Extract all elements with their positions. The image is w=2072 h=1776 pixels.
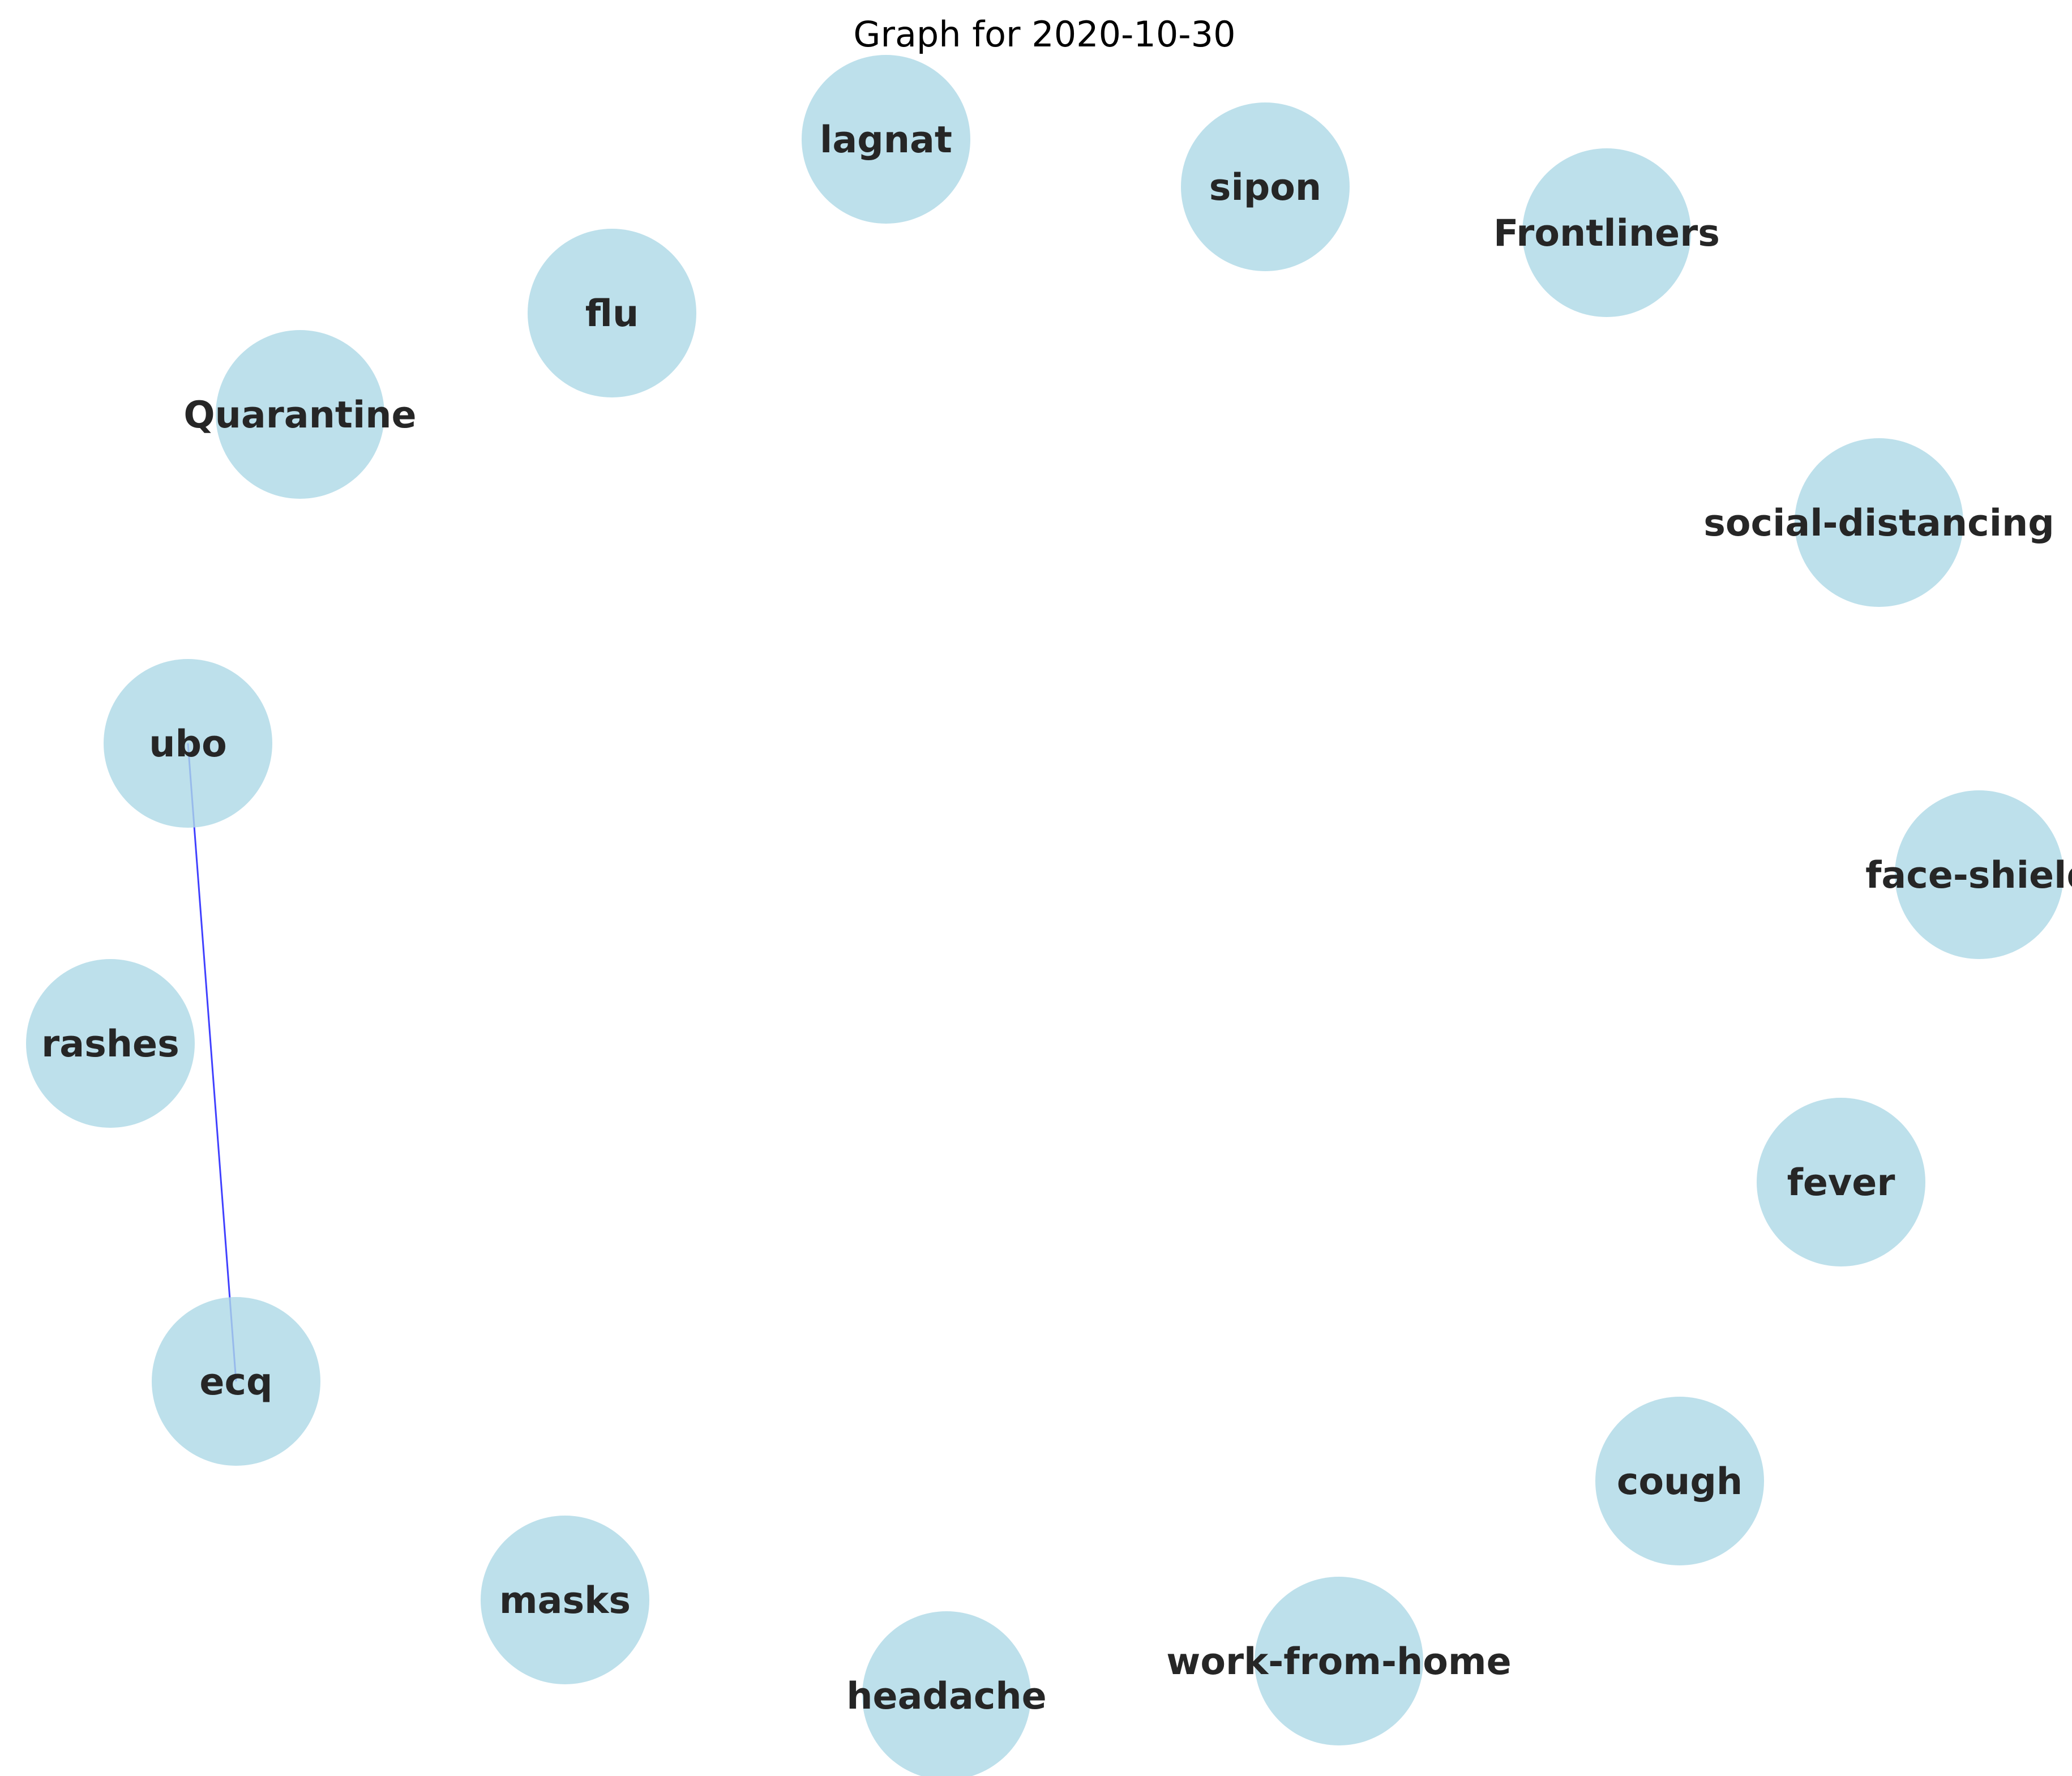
node-circle-masks xyxy=(481,1516,649,1684)
node-circle-work-from-home xyxy=(1255,1577,1423,1745)
node-social-distancing: social-distancing xyxy=(1703,438,2054,607)
node-label-Frontliners: Frontliners xyxy=(1493,212,1720,255)
node-circle-Quarantine xyxy=(216,330,384,499)
node-label-rashes: rashes xyxy=(41,1023,179,1065)
node-label-ubo: ubo xyxy=(149,723,226,765)
node-fever: fever xyxy=(1757,1098,1925,1266)
node-headache: headache xyxy=(846,1611,1047,1776)
node-circle-ubo xyxy=(104,659,272,828)
node-circle-fever xyxy=(1757,1098,1925,1266)
edges-layer xyxy=(187,743,237,1382)
node-face-shield: face-shield xyxy=(1865,790,2072,959)
node-label-work-from-home: work-from-home xyxy=(1166,1641,1511,1683)
node-label-masks: masks xyxy=(499,1580,631,1622)
node-sipon: sipon xyxy=(1181,102,1350,271)
node-circle-face-shield xyxy=(1895,790,2064,959)
node-rashes: rashes xyxy=(26,959,195,1128)
node-flu: flu xyxy=(528,229,696,397)
node-label-lagnat: lagnat xyxy=(820,119,952,161)
node-label-headache: headache xyxy=(846,1675,1047,1718)
node-circle-Frontliners xyxy=(1522,148,1691,317)
node-ubo: ubo xyxy=(104,659,272,828)
edge-ubo-ecq xyxy=(187,743,237,1382)
node-label-social-distancing: social-distancing xyxy=(1703,502,2054,545)
node-Quarantine: Quarantine xyxy=(183,330,417,499)
graph-title: Graph for 2020-10-30 xyxy=(853,14,1235,55)
node-work-from-home: work-from-home xyxy=(1166,1577,1512,1745)
node-circle-flu xyxy=(528,229,696,397)
node-cough: cough xyxy=(1595,1397,1764,1565)
node-circle-cough xyxy=(1595,1397,1764,1565)
node-ecq: ecq xyxy=(152,1297,320,1466)
node-circle-sipon xyxy=(1181,102,1350,271)
node-label-fever: fever xyxy=(1787,1162,1895,1204)
node-label-face-shield: face-shield xyxy=(1865,854,2072,897)
node-lagnat: lagnat xyxy=(802,55,970,224)
node-Frontliners: Frontliners xyxy=(1493,148,1720,317)
node-circle-lagnat xyxy=(802,55,970,224)
node-label-cough: cough xyxy=(1617,1461,1743,1503)
node-circle-ecq xyxy=(152,1297,320,1466)
nodes-layer: lagnat sipon Frontliners flu Quarantine socia… xyxy=(26,55,2072,1776)
node-label-ecq: ecq xyxy=(199,1361,272,1403)
node-label-flu: flu xyxy=(585,293,639,335)
node-label-Quarantine: Quarantine xyxy=(183,394,416,436)
node-masks: masks xyxy=(481,1516,649,1684)
node-circle-rashes xyxy=(26,959,195,1128)
node-circle-headache xyxy=(862,1611,1031,1776)
node-label-sipon: sipon xyxy=(1209,166,1321,209)
node-circle-social-distancing xyxy=(1795,438,1963,607)
